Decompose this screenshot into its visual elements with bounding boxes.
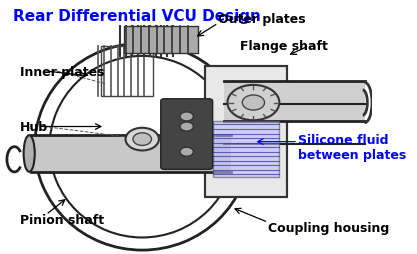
FancyBboxPatch shape <box>161 99 213 170</box>
Text: Hub: Hub <box>20 121 48 133</box>
Text: Coupling housing: Coupling housing <box>268 221 389 234</box>
Text: Rear Differential VCU Design: Rear Differential VCU Design <box>13 9 260 24</box>
Bar <box>205 67 287 197</box>
Bar <box>101 46 153 97</box>
Circle shape <box>242 96 264 111</box>
Ellipse shape <box>24 136 35 172</box>
Circle shape <box>180 113 193 121</box>
Text: Inner plates: Inner plates <box>20 65 104 78</box>
Bar <box>224 82 364 122</box>
Text: Flange shaft: Flange shaft <box>240 40 327 53</box>
Text: Silicone fluid
between plates: Silicone fluid between plates <box>298 133 406 161</box>
Text: Pinion shaft: Pinion shaft <box>20 213 104 226</box>
Circle shape <box>126 128 159 151</box>
Circle shape <box>180 148 193 157</box>
Circle shape <box>133 133 151 146</box>
Text: Outer plates: Outer plates <box>218 12 306 25</box>
Bar <box>213 122 279 177</box>
Circle shape <box>180 122 193 132</box>
Bar <box>31 136 231 172</box>
Bar <box>124 26 198 54</box>
FancyBboxPatch shape <box>205 67 287 197</box>
Circle shape <box>227 86 279 121</box>
